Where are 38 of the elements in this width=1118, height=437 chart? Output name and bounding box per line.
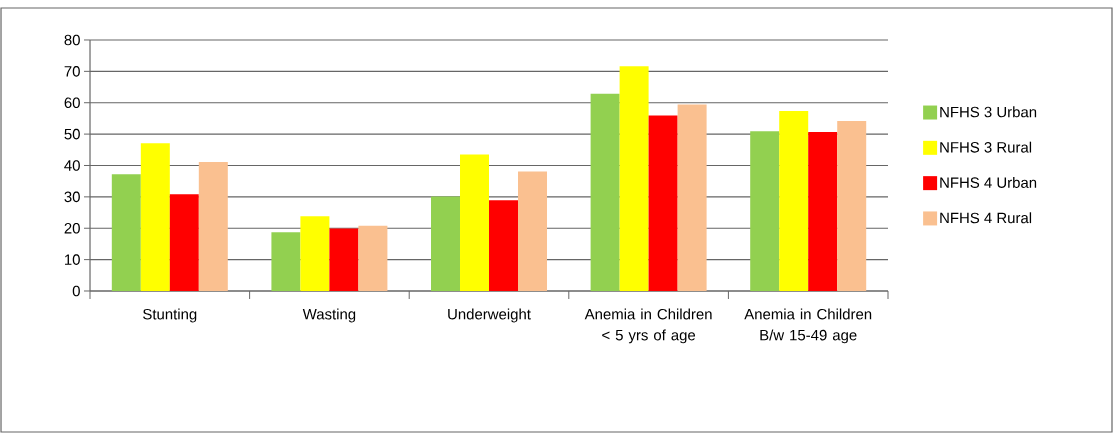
- bar: [198, 162, 228, 291]
- bar: [750, 131, 780, 291]
- legend-label: NFHS 4 Rural: [940, 212, 1032, 224]
- y-tick-label: 10: [65, 254, 80, 265]
- bar: [518, 171, 548, 291]
- bar: [431, 196, 461, 291]
- y-tick-label: 70: [64, 66, 80, 77]
- bar: [619, 66, 649, 291]
- x-tick-label: Anemia in Children B/w 15-49 age: [744, 308, 872, 344]
- y-tick-label: 30: [64, 191, 80, 203]
- bar: [169, 194, 199, 291]
- legend-label: NFHS 3 Urban: [940, 106, 1037, 118]
- y-tick-label: 60: [64, 97, 80, 109]
- x-tick-label: Wasting: [302, 308, 356, 323]
- bar: [648, 115, 678, 291]
- y-tick-label: 50: [64, 128, 80, 140]
- legend-label: NFHS 3 Rural: [940, 141, 1032, 153]
- bar: [489, 200, 519, 291]
- y-tick-label: 80: [64, 34, 80, 46]
- x-tick-label: Underweight: [448, 308, 531, 323]
- y-tick-label: 20: [64, 222, 80, 234]
- y-tick-label: 40: [64, 160, 80, 171]
- legend-label: NFHS 4 Urban: [940, 176, 1037, 188]
- bar: [590, 93, 620, 291]
- bar: [460, 154, 490, 291]
- bar: [779, 110, 809, 291]
- bar: [271, 232, 301, 291]
- bar: [837, 120, 867, 291]
- bar: [677, 104, 707, 291]
- bar: [329, 228, 359, 291]
- bar: [300, 216, 330, 291]
- bar: [358, 225, 388, 291]
- y-tick-label: 0: [72, 285, 80, 297]
- x-tick-label: Stunting: [143, 308, 197, 323]
- bar: [111, 174, 141, 291]
- bar: [808, 131, 838, 291]
- x-tick-label: Anemia in Children < 5 yrs of age: [584, 308, 712, 344]
- bar: [140, 143, 170, 291]
